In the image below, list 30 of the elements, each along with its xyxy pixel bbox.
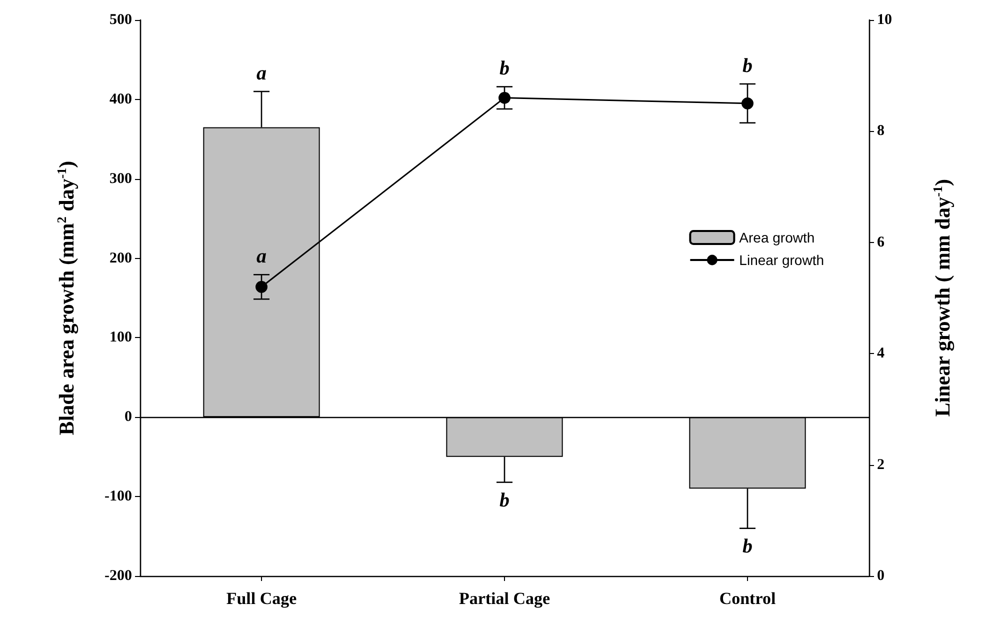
data-label: a bbox=[256, 62, 266, 84]
point bbox=[256, 280, 268, 293]
data-label: b bbox=[742, 535, 752, 558]
y-tick-label: 200 bbox=[110, 250, 132, 266]
y-tick-label: 500 bbox=[110, 12, 132, 28]
y-axis-title: Blade area growth (mm2 day-1) bbox=[54, 160, 78, 436]
legend-label: Area growth bbox=[739, 230, 815, 246]
x-tick-label: Control bbox=[719, 589, 776, 608]
data-label: a bbox=[256, 246, 266, 268]
y2-tick-label: 2 bbox=[877, 456, 884, 473]
point bbox=[498, 92, 510, 104]
y2-tick-label: 10 bbox=[877, 12, 892, 28]
y2-axis-title: Linear growth ( mm day-1) bbox=[930, 179, 954, 417]
y2-tick-label: 6 bbox=[877, 234, 885, 250]
data-label: b bbox=[742, 54, 752, 77]
y2-tick-label: 8 bbox=[877, 123, 884, 140]
point bbox=[742, 97, 754, 110]
y-tick-label: -100 bbox=[104, 488, 132, 505]
y2-tick-label: 4 bbox=[877, 346, 885, 362]
y-tick-label: 400 bbox=[110, 91, 132, 108]
y-tick-label: 100 bbox=[110, 330, 132, 346]
y-tick-label: 300 bbox=[110, 170, 132, 187]
y-tick-label: 0 bbox=[124, 409, 132, 426]
x-tick-label: Partial Cage bbox=[458, 589, 551, 608]
y2-tick-label: 0 bbox=[877, 568, 884, 584]
y-tick-label: -200 bbox=[104, 568, 132, 584]
legend-label: Linear growth bbox=[739, 252, 824, 268]
data-label: b bbox=[500, 489, 510, 512]
x-tick-label: Full Cage bbox=[226, 589, 298, 608]
data-label: b bbox=[500, 58, 510, 80]
